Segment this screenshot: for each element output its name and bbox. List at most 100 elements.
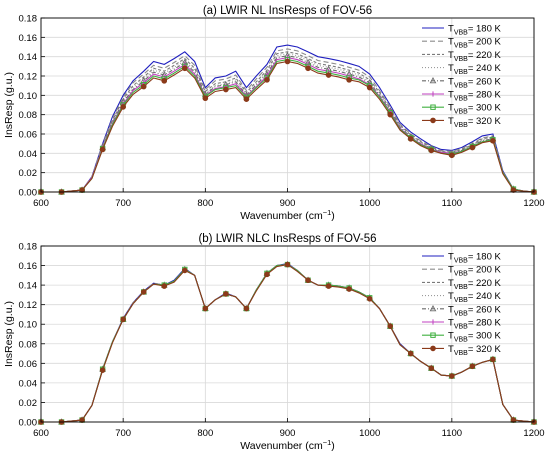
legend-label-symbol: T xyxy=(448,304,454,315)
legend-label-symbol: T xyxy=(448,116,454,127)
series-point-7 xyxy=(223,291,229,297)
series-point-7 xyxy=(325,72,332,78)
legend-label-symbol: T xyxy=(448,37,454,48)
legend-label-symbol: T xyxy=(448,344,454,355)
x-tick-label: 700 xyxy=(115,198,131,209)
series-point-7 xyxy=(264,271,270,278)
x-tick-label: 1200 xyxy=(523,198,544,209)
y-axis-label: InsResp (g.u.) xyxy=(3,72,15,138)
series-point-7 xyxy=(99,146,106,153)
y-tick-label: 0.14 xyxy=(19,281,38,292)
legend-label-subscript: VBB xyxy=(454,96,468,103)
legend-label-value: = 220 K xyxy=(468,50,502,61)
legend-label-value: = 320 K xyxy=(468,344,502,355)
series-point-7 xyxy=(428,147,435,154)
y-tick-label: 0.12 xyxy=(19,72,38,83)
legend-label-5: TVBB= 280 K xyxy=(448,90,502,103)
legend-label-value: = 280 K xyxy=(468,90,502,101)
series-point-7 xyxy=(387,111,394,118)
legend-label-subscript: VBB xyxy=(454,69,468,76)
x-tick-label: 900 xyxy=(280,198,296,209)
legend-label-symbol: T xyxy=(448,331,454,342)
x-tick-label: 1200 xyxy=(523,428,544,439)
legend-marker-4 xyxy=(429,77,437,84)
series-point-7 xyxy=(284,261,291,268)
legend-label-subscript: VBB xyxy=(454,122,468,129)
legend-marker-6 xyxy=(430,332,436,338)
x-tick-label: 1100 xyxy=(442,198,462,209)
legend-label-subscript: VBB xyxy=(454,56,468,63)
legend-label-2: TVBB= 220 K xyxy=(448,278,502,291)
y-tick-label: 0.18 xyxy=(19,14,38,25)
series-point-7 xyxy=(325,283,332,289)
series-point-7 xyxy=(428,365,435,372)
legend-label-symbol: T xyxy=(448,90,454,101)
legend-label-4: TVBB= 260 K xyxy=(448,304,502,317)
legend-label-subscript: VBB xyxy=(454,43,468,50)
series-point-7 xyxy=(202,305,209,312)
y-tick-label: 0.00 xyxy=(19,188,38,199)
legend-label-value: = 200 K xyxy=(468,37,502,48)
legend-label-symbol: T xyxy=(448,252,454,263)
x-axis-label-exponent: −1 xyxy=(323,438,332,447)
legend-label-subscript: VBB xyxy=(454,337,468,344)
legend-label-6: TVBB= 300 K xyxy=(448,331,502,344)
series-point-7 xyxy=(469,363,476,370)
legend-marker-7 xyxy=(430,345,436,352)
series-point-7 xyxy=(181,267,188,274)
series-point-7 xyxy=(243,305,250,312)
series-point-7 xyxy=(140,289,147,295)
series-point-7 xyxy=(490,356,496,363)
y-tick-label: 0.10 xyxy=(19,320,38,331)
panel-a: (a) LWIR NL InsResps of FOV-56 0.00 0.02 0.… xyxy=(3,5,545,222)
axes-frame xyxy=(40,17,535,193)
y-tick-label: 0.16 xyxy=(19,261,38,272)
series-point-7 xyxy=(284,58,291,65)
x-tick-label: 600 xyxy=(33,198,49,209)
x-axis-label-exponent: −1 xyxy=(323,208,332,217)
legend-label-7: TVBB= 320 K xyxy=(448,344,502,357)
y-tick-label: 0.00 xyxy=(19,418,38,429)
y-tick-label: 0.06 xyxy=(19,359,38,370)
legend-label-7: TVBB= 320 K xyxy=(448,116,502,129)
panel-b: (b) LWIR NLC InsResps of FOV-56 0.00 0.02 0… xyxy=(3,233,545,452)
x-axis-label: Wavenumber (cm−1) xyxy=(240,208,335,222)
legend-label-subscript: VBB xyxy=(454,297,468,304)
y-tick-label: 0.10 xyxy=(19,91,38,102)
y-tick-label: 0.04 xyxy=(19,149,38,160)
series-point-7 xyxy=(305,277,311,284)
series-point-7 xyxy=(449,373,455,379)
series-point-7 xyxy=(490,137,496,144)
x-axis-label-main: Wavenumber (cm xyxy=(240,440,323,452)
chart-title: (a) LWIR NL InsResps of FOV-56 xyxy=(203,5,372,17)
legend-label-value: = 260 K xyxy=(468,76,502,87)
legend-marker-5 xyxy=(430,91,436,97)
series-point-7 xyxy=(449,152,455,159)
legend-label-symbol: T xyxy=(448,103,454,114)
series-point-7 xyxy=(243,96,250,102)
legend-label-0: TVBB= 180 K xyxy=(448,252,502,265)
series-point-7 xyxy=(161,78,168,84)
x-axis-label-close: ) xyxy=(331,210,335,222)
series-point-7 xyxy=(161,283,168,289)
legend-label-subscript: VBB xyxy=(454,258,468,265)
x-tick-label: 800 xyxy=(197,198,213,209)
axes-frame xyxy=(40,245,535,423)
series-point-7 xyxy=(223,86,229,93)
series-point-7 xyxy=(346,77,352,83)
series-point-7 xyxy=(387,323,394,329)
legend-label-value: = 200 K xyxy=(468,265,502,276)
y-tick-label: 0.02 xyxy=(19,168,38,179)
y-tick-label: 0.14 xyxy=(19,52,38,63)
legend-label-value: = 180 K xyxy=(468,252,502,263)
y-tick-label: 0.02 xyxy=(19,398,38,409)
legend-label-symbol: T xyxy=(448,24,454,35)
legend-marker-6 xyxy=(430,104,436,110)
x-tick-label: 1000 xyxy=(359,198,380,209)
series-point-7 xyxy=(366,84,373,91)
legend-label-symbol: T xyxy=(448,50,454,61)
legend-label-6: TVBB= 300 K xyxy=(448,103,502,116)
legend-label-3: TVBB= 240 K xyxy=(448,291,502,304)
legend-marker-7 xyxy=(430,117,436,124)
